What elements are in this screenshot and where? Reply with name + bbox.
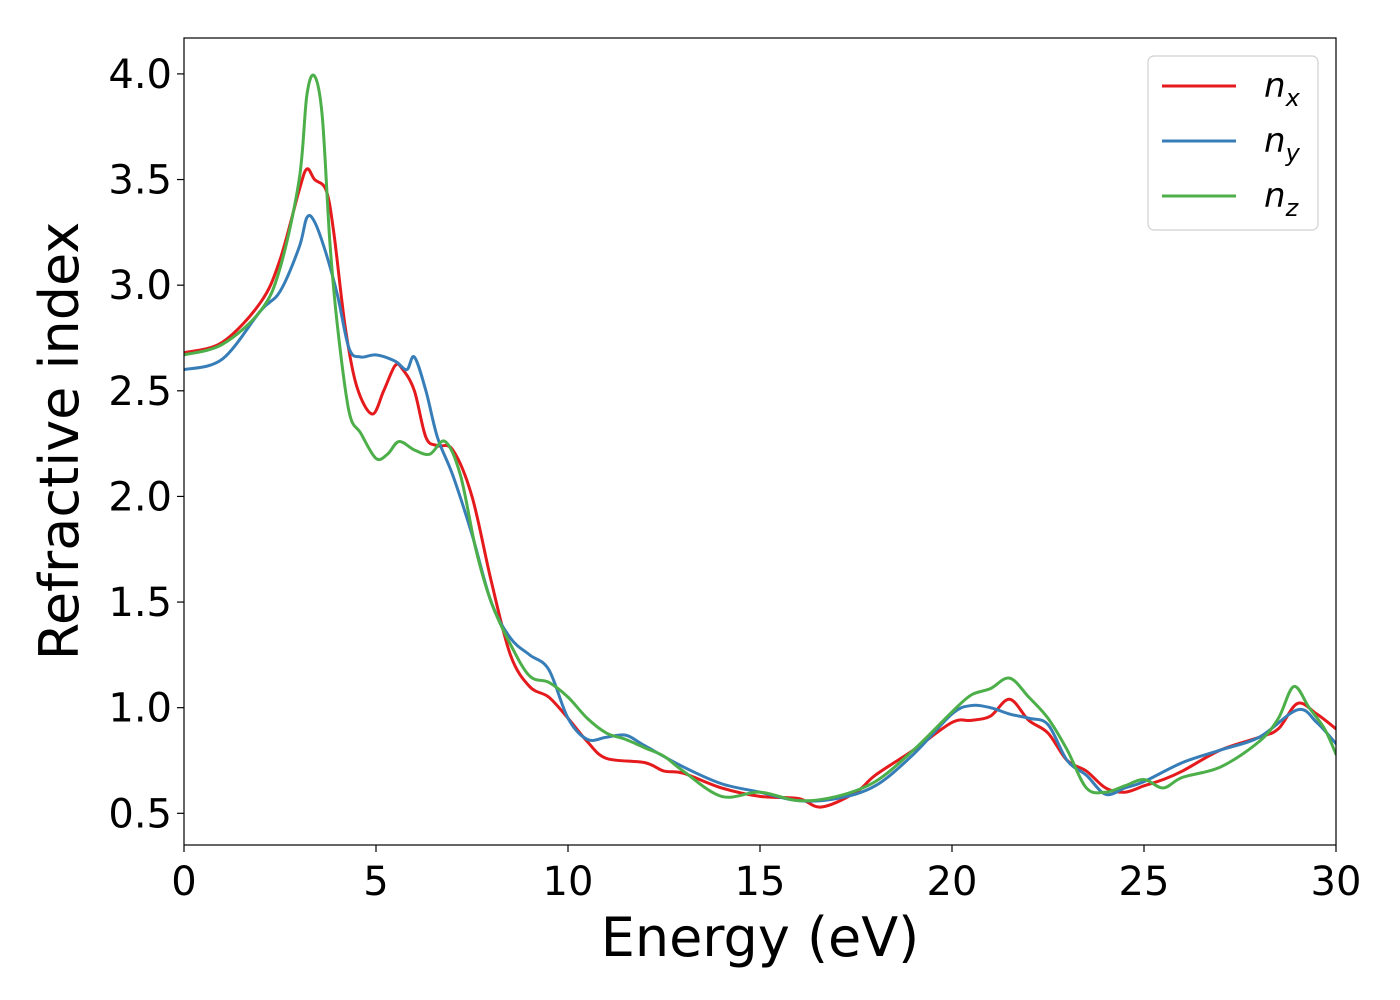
y-tick-label: 2.0	[108, 474, 172, 520]
legend-label-y: ny	[1264, 121, 1301, 167]
y-tick-label: 2.5	[108, 369, 172, 415]
x-tick-label: 30	[1311, 859, 1362, 905]
legend-label-x: nx	[1264, 66, 1301, 112]
x-tick-label: 15	[735, 859, 786, 905]
x-tick-label: 0	[171, 859, 196, 905]
y-tick-label: 3.5	[108, 158, 172, 204]
x-tick-label: 20	[927, 859, 978, 905]
legend: nx ny nz	[1147, 55, 1319, 231]
y-tick-label: 3.0	[108, 263, 172, 309]
x-tick-label: 5	[363, 859, 388, 905]
series-layer	[184, 73, 1336, 809]
y-tick-label: 1.0	[108, 686, 172, 732]
y-tick-label: 1.5	[108, 580, 172, 626]
x-tick-label: 25	[1119, 859, 1170, 905]
y-axis-label: Refractive index	[28, 222, 91, 661]
series-line-n-z	[184, 73, 1336, 803]
x-tick-label: 10	[543, 859, 594, 905]
plot-background	[184, 38, 1336, 845]
y-axis: 0.5 1.0 1.5 2.0 2.5 3.0 3.5 4.0	[108, 52, 184, 837]
legend-box	[1147, 55, 1319, 231]
legend-label-z: nz	[1264, 176, 1300, 222]
y-tick-label: 4.0	[108, 52, 172, 98]
x-axis: 0 5 10 15 20 25 30	[171, 845, 1361, 905]
y-tick-label: 0.5	[108, 791, 172, 837]
x-axis-label: Energy (eV)	[601, 906, 920, 969]
